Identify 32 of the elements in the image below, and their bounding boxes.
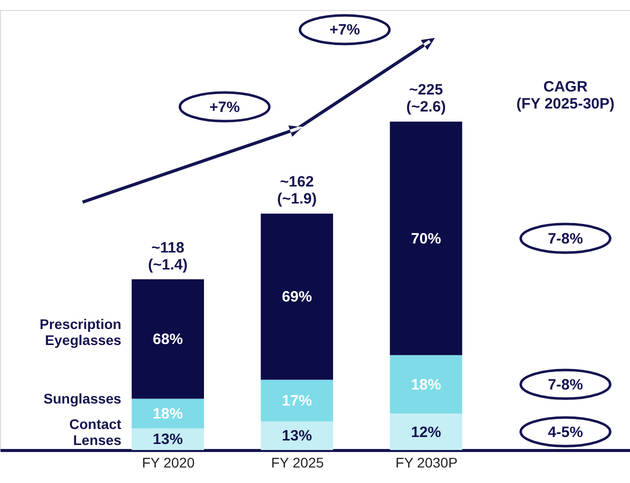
text: 7-8% — [548, 230, 583, 248]
annotation: 17% — [282, 392, 312, 410]
annotation: 13% — [282, 428, 312, 445]
annotation: 70% — [411, 230, 442, 248]
series-label: Prescription Eyeglasses — [40, 316, 122, 348]
x-tick-label: FY 2025 — [271, 454, 324, 470]
text: +7% — [329, 22, 360, 39]
bar — [390, 414, 462, 450]
annotation: 12% — [411, 424, 442, 441]
series-label: Contact Lenses — [69, 416, 122, 448]
annotation: 69% — [282, 288, 312, 306]
x-tick-label: FY 2030P — [396, 454, 458, 470]
bar — [132, 279, 204, 399]
text: +7% — [209, 98, 240, 116]
annotation: 68% — [152, 331, 183, 348]
total-label: ~225 (~2.6) — [406, 82, 446, 116]
bar — [260, 421, 334, 450]
bar — [390, 122, 462, 356]
total-label: ~162 (~1.9) — [277, 174, 317, 208]
annotation: 13% — [152, 431, 183, 448]
annotation: 18% — [411, 376, 442, 394]
text: 4-5% — [548, 424, 583, 441]
series-label: Sunglasses — [44, 390, 122, 407]
text: CAGR (FY 2025-30P) — [516, 78, 615, 113]
bar — [260, 214, 334, 380]
bar — [390, 355, 462, 414]
x-tick-label: FY 2020 — [142, 454, 195, 470]
bar — [132, 398, 204, 428]
annotation: 18% — [152, 406, 183, 423]
text: 7-8% — [548, 376, 583, 394]
bar — [260, 380, 334, 422]
total-label: ~118 (~1.4) — [148, 239, 188, 274]
